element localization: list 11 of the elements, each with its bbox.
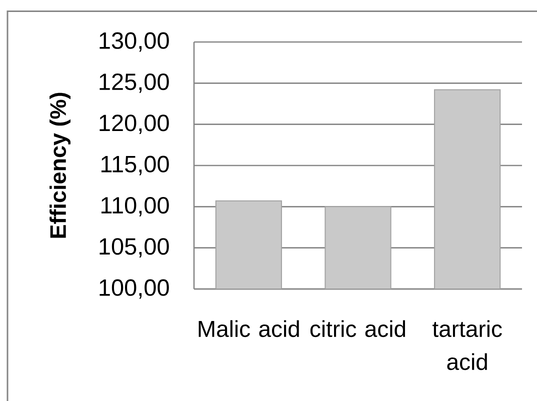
y-tick-label: 110,00 bbox=[101, 196, 169, 216]
y-tick-label: 125,00 bbox=[100, 73, 169, 93]
y-tick-label: 115,00 bbox=[101, 156, 169, 176]
y-tick-label: 130,00 bbox=[100, 32, 169, 52]
y-tick-label: 105,00 bbox=[100, 238, 169, 258]
x-tick-label: tartaric acid bbox=[432, 320, 502, 370]
y-tick-label: 100,00 bbox=[100, 279, 169, 299]
y-axis-title: Efficiency (%) bbox=[50, 92, 71, 238]
x-tick-label: Malic acid bbox=[198, 320, 299, 338]
y-tick-label: 120,00 bbox=[100, 114, 169, 134]
x-tick-label: citric acid bbox=[310, 320, 406, 338]
